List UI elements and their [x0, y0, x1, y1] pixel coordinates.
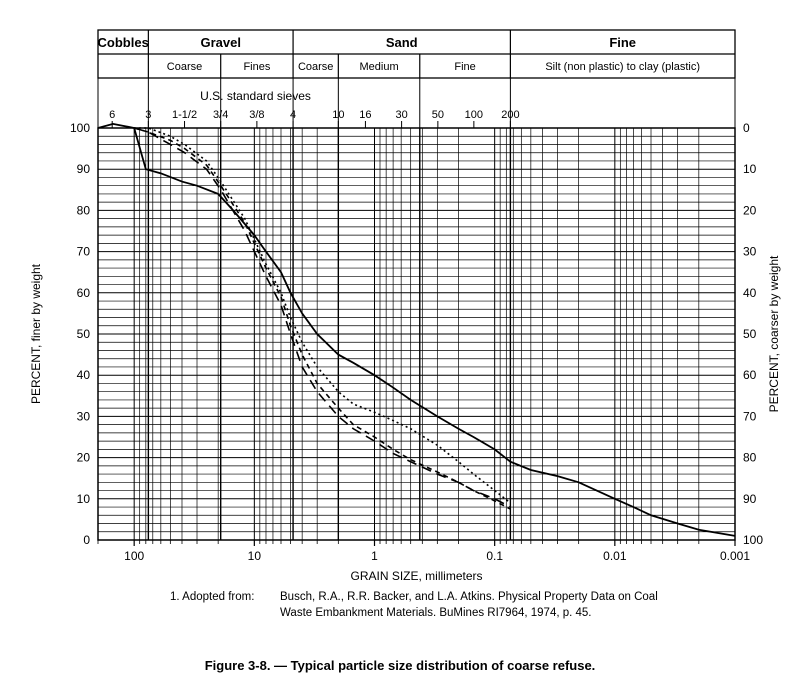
x-tick: 1	[371, 549, 378, 563]
figure-caption: Figure 3-8. — Typical particle size dist…	[205, 658, 596, 673]
y-left-tick: 80	[77, 203, 91, 217]
sieve-label: 4	[290, 109, 296, 121]
y-right-tick: 30	[743, 245, 757, 259]
y-left-tick: 20	[77, 451, 91, 465]
y-left-tick: 90	[77, 162, 91, 176]
y-right-tick: 40	[743, 286, 757, 300]
sieve-label: 30	[395, 109, 407, 121]
y-left-tick: 0	[83, 533, 90, 547]
sieve-label: 16	[359, 109, 371, 121]
y-right-title: PERCENT, coarser by weight	[767, 255, 781, 412]
y-left-tick: 30	[77, 409, 91, 423]
y-right-tick: 0	[743, 121, 750, 135]
citation-line: Busch, R.A., R.R. Backer, and L.A. Atkin…	[280, 591, 658, 603]
header-row2: Medium	[359, 61, 398, 73]
citation-lead: 1. Adopted from:	[170, 591, 254, 603]
y-left-tick: 50	[77, 327, 91, 341]
x-axis-title: GRAIN SIZE, millimeters	[350, 569, 482, 583]
citation-line: Waste Embankment Materials. BuMines RI79…	[280, 607, 592, 619]
y-right-tick: 100	[743, 533, 763, 547]
y-right-tick: 80	[743, 451, 757, 465]
header-row2: Fines	[243, 61, 270, 73]
y-right-tick: 70	[743, 409, 757, 423]
x-tick: 0.1	[486, 549, 503, 563]
grain-size-chart: 0 10 20 30 40 50 60 70 80 90 100 0 10 20 30 40 50 60 70 80 9…	[0, 0, 800, 698]
y-right-tick: 10	[743, 162, 757, 176]
header-row1: Gravel	[200, 35, 240, 50]
header-row1: Sand	[386, 35, 418, 50]
header-row2: Coarse	[298, 61, 333, 73]
y-left-tick: 40	[77, 368, 91, 382]
header-row2: Silt (non plastic) to clay (plastic)	[545, 61, 700, 73]
header-row2: Coarse	[167, 61, 202, 73]
sieve-label: 6	[109, 109, 115, 121]
y-left-title: PERCENT, finer by weight	[29, 263, 43, 404]
x-tick: 0.01	[603, 549, 627, 563]
x-tick: 10	[248, 549, 262, 563]
sieve-title: U.S. standard sieves	[200, 89, 311, 103]
x-tick: 100	[124, 549, 144, 563]
header-row1: Fine	[609, 35, 636, 50]
sieve-label: 1-1/2	[172, 109, 197, 121]
x-tick: 0.001	[720, 549, 750, 563]
y-right-tick: 60	[743, 368, 757, 382]
y-right-tick: 50	[743, 327, 757, 341]
sieve-label: 50	[432, 109, 444, 121]
sieve-label: 3	[145, 109, 151, 121]
curve-shortdash	[134, 128, 510, 509]
y-left-tick: 10	[77, 492, 91, 506]
sieve-label: 10	[332, 109, 344, 121]
y-left-tick: 60	[77, 286, 91, 300]
y-right-tick: 20	[743, 203, 757, 217]
sieve-label: 3/8	[249, 109, 264, 121]
sieve-label: 3/4	[213, 109, 228, 121]
y-right-tick: 90	[743, 492, 757, 506]
sieve-label: 100	[465, 109, 483, 121]
y-left-tick: 70	[77, 245, 91, 259]
header-row2: Fine	[454, 61, 475, 73]
sieve-label: 200	[501, 109, 519, 121]
y-left-tick: 100	[70, 121, 90, 135]
header-row1: Cobbles	[98, 35, 149, 50]
